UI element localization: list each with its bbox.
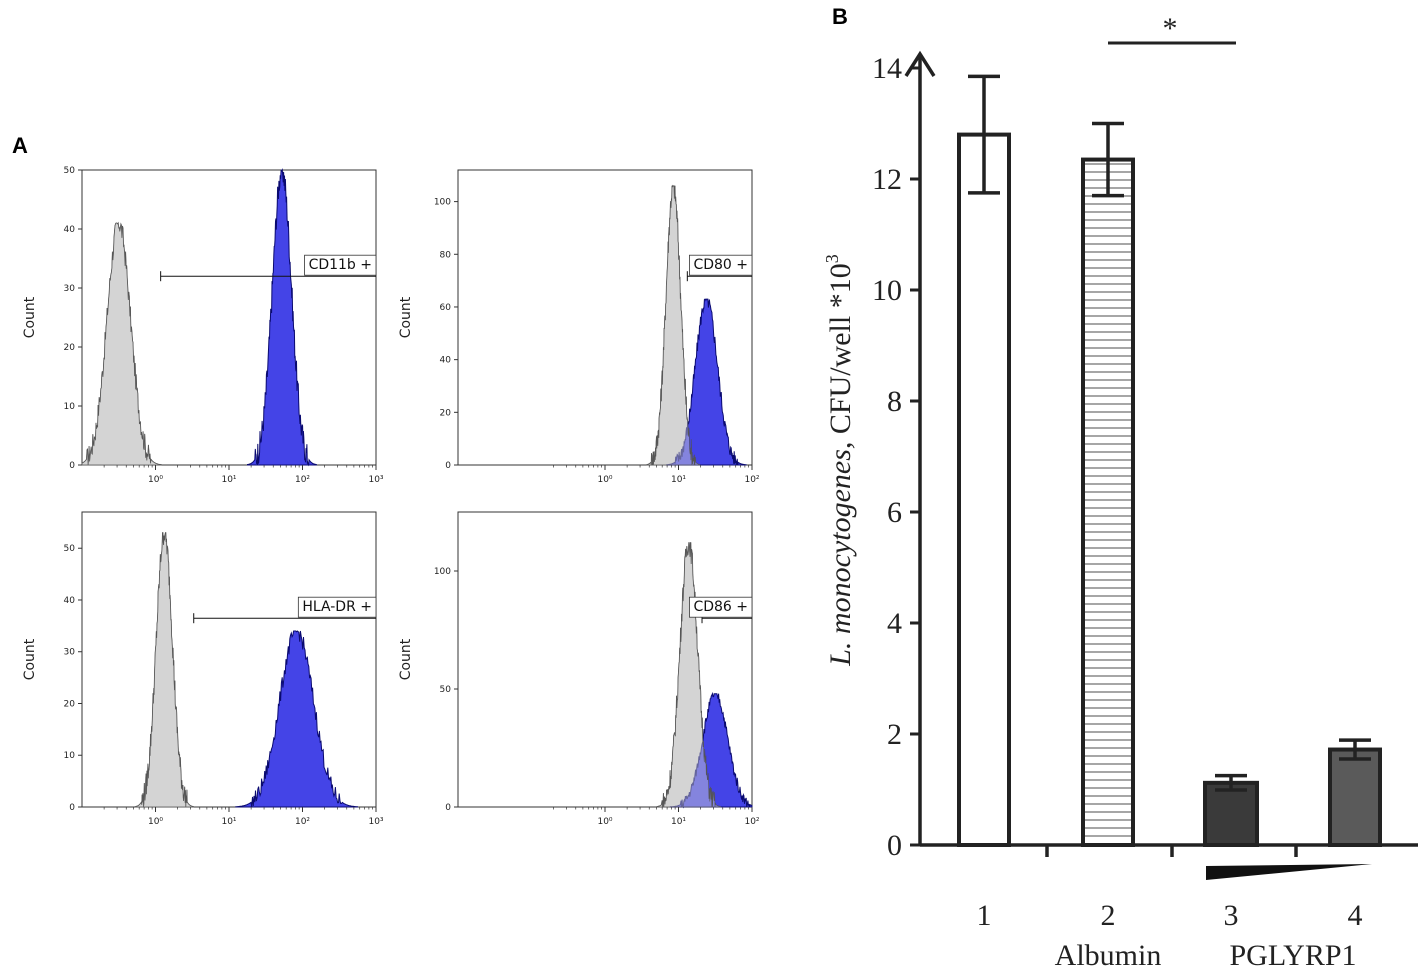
gate-label: CD11b + bbox=[309, 257, 372, 273]
category-label-1: 1 bbox=[977, 899, 992, 932]
y-tick-label: 20 bbox=[440, 408, 452, 418]
y-tick-label: 0 bbox=[445, 461, 451, 471]
y-axis-label-sup: 3 bbox=[822, 254, 842, 263]
stained-histogram bbox=[235, 630, 358, 808]
control-overlay bbox=[134, 532, 194, 808]
significance-star: * bbox=[1163, 12, 1178, 45]
y-tick-label: 40 bbox=[64, 225, 76, 235]
dose-gradient-wedge bbox=[1206, 864, 1372, 880]
count-axis-label: Count bbox=[398, 638, 414, 680]
y-axis-label: L. monocytogenes, CFU/well *103 bbox=[822, 254, 857, 666]
stained-histogram bbox=[247, 168, 317, 467]
x-tick-label: 10¹ bbox=[221, 475, 236, 485]
group-label: Albumin bbox=[1055, 939, 1162, 969]
stained-histogram bbox=[666, 298, 747, 466]
y-tick-label: 14 bbox=[872, 52, 902, 85]
panel-a-label: A bbox=[12, 133, 28, 158]
y-tick-label: 30 bbox=[64, 284, 76, 294]
y-tick-label: 60 bbox=[440, 303, 452, 313]
x-tick-label: 10¹ bbox=[671, 817, 686, 827]
x-tick-label: 10⁰ bbox=[597, 475, 612, 485]
y-tick-label: 50 bbox=[64, 166, 76, 176]
control-overlay bbox=[656, 542, 721, 808]
x-tick-label: 10² bbox=[744, 475, 759, 485]
y-tick-label: 6 bbox=[887, 496, 902, 529]
gate-label-box bbox=[689, 596, 753, 618]
x-tick-label: 10² bbox=[744, 817, 759, 827]
y-tick-label: 80 bbox=[440, 250, 452, 260]
y-tick-label: 0 bbox=[69, 803, 75, 813]
histogram-3: 0 10 20 30 40 50 10⁰ 10¹ 10² 10³ Count HLA-DR + bbox=[22, 511, 384, 827]
histogram-4: 0 50 100 10⁰ 10¹ 10² Count CD86 + bbox=[398, 511, 760, 827]
y-tick-label: 2 bbox=[887, 718, 902, 751]
stained-histogram bbox=[669, 691, 753, 809]
x-tick-label: 10¹ bbox=[221, 817, 236, 827]
count-axis-label: Count bbox=[22, 296, 38, 338]
y-tick-label: 0 bbox=[69, 461, 75, 471]
y-tick-label: 50 bbox=[64, 544, 76, 554]
y-tick-label: 20 bbox=[64, 343, 76, 353]
y-axis-label-italic: L. monocytogenes, bbox=[824, 442, 857, 667]
bar-3 bbox=[1203, 780, 1259, 848]
bar-2 bbox=[1081, 157, 1135, 847]
gate-label: CD80 + bbox=[693, 257, 748, 273]
y-tick-label: 10 bbox=[64, 751, 76, 761]
y-tick-label: 8 bbox=[887, 385, 902, 418]
plot-frame bbox=[81, 511, 377, 808]
histogram-panels: 0 10 20 30 40 50 10⁰ 10¹ 10² 10³ Count CD11b + 0 20 40… bbox=[22, 166, 760, 827]
x-tick-label: 10⁰ bbox=[597, 817, 612, 827]
y-tick-label: 50 bbox=[440, 685, 452, 695]
x-tick-label: 10² bbox=[295, 475, 310, 485]
x-tick-label: 10¹ bbox=[671, 475, 686, 485]
control-overlay bbox=[81, 222, 162, 466]
control-overlay bbox=[646, 184, 701, 466]
y-tick-label: 40 bbox=[440, 356, 452, 366]
x-tick-label: 10⁰ bbox=[148, 817, 163, 827]
category-label-4: 4 bbox=[1348, 899, 1363, 932]
x-tick-label: 10² bbox=[295, 817, 310, 827]
count-axis-label: Count bbox=[398, 296, 414, 338]
y-tick-label: 30 bbox=[64, 648, 76, 658]
category-label-2: 2 bbox=[1101, 899, 1116, 932]
histogram-2: 0 20 40 60 80 100 10⁰ 10¹ 10² Count CD80 + bbox=[398, 169, 760, 485]
category-label-3: 3 bbox=[1224, 899, 1239, 932]
y-tick-label: 100 bbox=[434, 198, 451, 208]
y-tick-label: 0 bbox=[445, 803, 451, 813]
gate-label: CD86 + bbox=[693, 599, 748, 615]
y-tick-label: 10 bbox=[872, 274, 902, 307]
bar-1 bbox=[957, 132, 1011, 848]
panel-b-label: B bbox=[832, 4, 848, 29]
y-axis-label-rest: CFU/well *10 bbox=[824, 263, 857, 441]
y-tick-label: 10 bbox=[64, 402, 76, 412]
y-tick-label: 12 bbox=[872, 163, 902, 196]
y-tick-label: 20 bbox=[64, 699, 76, 709]
gate-label-box bbox=[297, 596, 377, 618]
count-axis-label: Count bbox=[22, 638, 38, 680]
x-tick-label: 10³ bbox=[368, 475, 383, 485]
group-label: PGLYRP1 bbox=[1229, 939, 1356, 969]
x-tick-label: 10⁰ bbox=[148, 475, 163, 485]
gate-label-box bbox=[689, 254, 753, 276]
y-tick-label: 0 bbox=[887, 829, 902, 862]
x-tick-label: 10³ bbox=[368, 817, 383, 827]
y-tick-label: 100 bbox=[434, 567, 451, 577]
gate-label: HLA-DR + bbox=[302, 599, 372, 615]
y-tick-label: 40 bbox=[64, 596, 76, 606]
bar-4 bbox=[1328, 747, 1382, 847]
histogram-1: 0 10 20 30 40 50 10⁰ 10¹ 10² 10³ Count CD11b + bbox=[22, 166, 384, 485]
gate-label-box bbox=[304, 254, 377, 276]
y-tick-label: 4 bbox=[887, 607, 902, 640]
